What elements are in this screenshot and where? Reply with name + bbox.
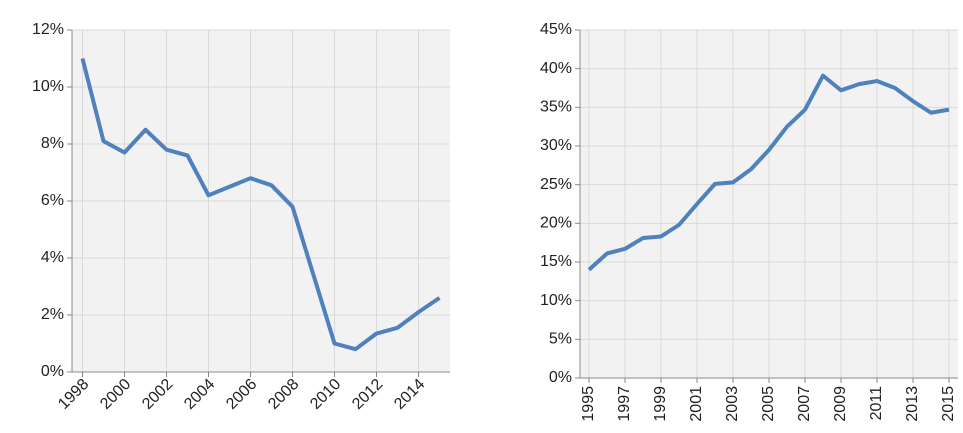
y-tick-label: 6% <box>41 192 64 209</box>
y-tick-label: 35% <box>540 99 572 116</box>
line <box>80 58 441 352</box>
x-tick-label: 2004 <box>181 376 218 413</box>
x-tick-label: 1998 <box>55 376 92 413</box>
y-tick-label: 15% <box>540 253 572 270</box>
y-tick-label: 10% <box>32 78 64 95</box>
x-tick-label: 2005 <box>760 386 777 422</box>
x-tick-label: 2006 <box>223 376 260 413</box>
x-tick-label: 2014 <box>391 376 428 413</box>
x-tick-label: 2011 <box>868 386 885 421</box>
y-tick-label: 25% <box>540 176 572 193</box>
x-tick-label: 2012 <box>349 376 386 413</box>
y-tick-label: 40% <box>540 60 572 77</box>
y-tick-label: 4% <box>41 249 64 266</box>
y-tick-label: 45% <box>540 21 572 38</box>
y-tick-label: 12% <box>32 21 64 38</box>
y-tick-label: 10% <box>540 292 572 309</box>
y-tick-label: 8% <box>41 135 64 152</box>
y-tick-label: 0% <box>549 369 572 386</box>
y-tick-label: 20% <box>540 215 572 232</box>
x-tick-label: 1995 <box>580 386 597 422</box>
x-tick-label: 2015 <box>940 386 957 422</box>
x-tick-label: 2000 <box>97 376 134 413</box>
x-tick-label: 2007 <box>796 386 813 422</box>
x-tick-label: 2013 <box>904 386 921 422</box>
x-tick-label: 2003 <box>724 386 741 422</box>
y-tick-label: 30% <box>540 137 572 154</box>
y-tick-label: 5% <box>549 331 572 348</box>
x-tick-label: 2009 <box>832 386 849 422</box>
line <box>587 73 950 272</box>
y-tick-label: 0% <box>41 363 64 380</box>
y-tick-label: 2% <box>41 306 64 323</box>
x-tick-label: 2002 <box>139 376 176 413</box>
x-tick-label: 2008 <box>265 376 302 413</box>
x-tick-label: 2010 <box>307 376 344 413</box>
x-tick-label: 2001 <box>688 386 705 422</box>
x-tick-label: 1999 <box>652 386 669 422</box>
x-tick-label: 1997 <box>616 386 633 422</box>
